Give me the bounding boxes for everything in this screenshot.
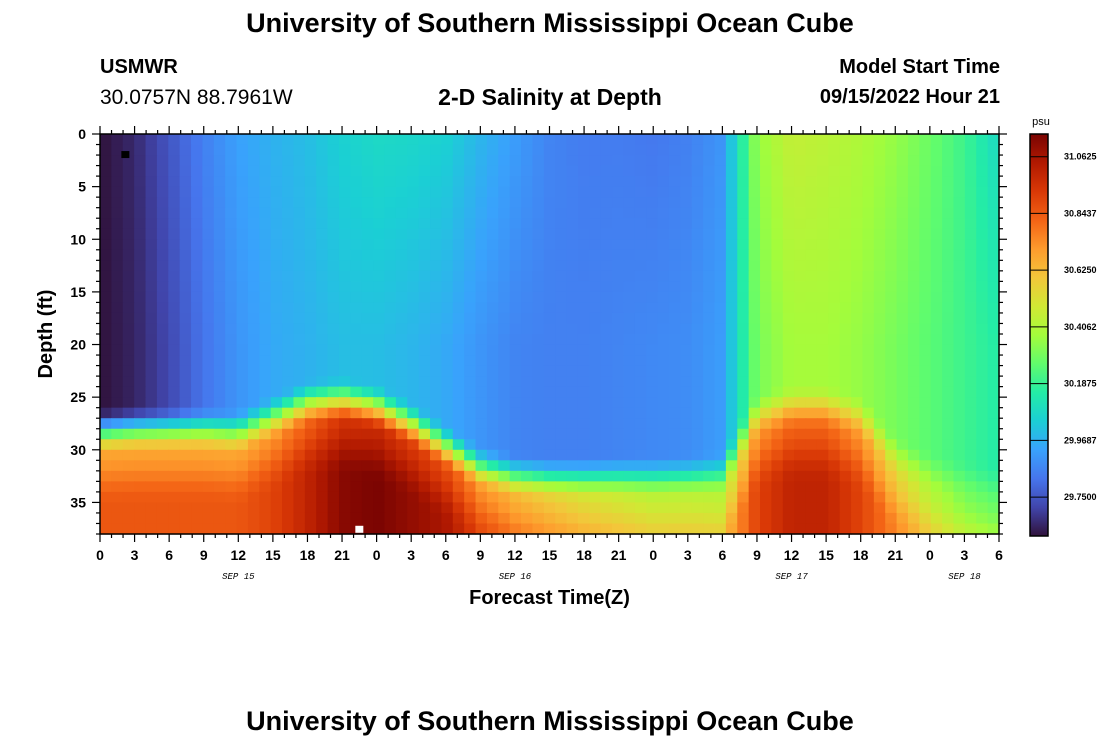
- date-label: SEP 16: [499, 572, 532, 582]
- colorbar-tick-label: 29.7500: [1064, 492, 1097, 502]
- x-tick-label: 15: [818, 547, 834, 563]
- colorbar-unit: psu: [1032, 116, 1050, 128]
- colorbar-tick-label: 29.9687: [1064, 435, 1097, 445]
- x-tick-label: 0: [649, 547, 657, 563]
- x-tick-label: 9: [200, 547, 208, 563]
- x-tick-label: 15: [542, 547, 558, 563]
- y-tick-label: 30: [70, 442, 86, 458]
- x-tick-label: 18: [853, 547, 869, 563]
- colorbar-tick-label: 31.0625: [1064, 152, 1097, 162]
- colorbar-tick-label: 30.4062: [1064, 322, 1097, 332]
- model-start-label: Model Start Time: [839, 56, 1000, 78]
- x-tick-label: 21: [334, 547, 350, 563]
- chart-subtitle: 2-D Salinity at Depth: [438, 84, 662, 110]
- x-tick-label: 12: [231, 547, 247, 563]
- x-axis-title: Forecast Time(Z): [469, 587, 630, 609]
- x-tick-label: 3: [131, 547, 139, 563]
- x-tick-label: 12: [784, 547, 800, 563]
- y-tick-label: 35: [70, 494, 86, 510]
- y-tick-label: 10: [70, 231, 86, 247]
- date-label: SEP 18: [948, 572, 981, 582]
- marker-1: [121, 151, 130, 159]
- x-tick-label: 15: [265, 547, 281, 563]
- date-label: SEP 15: [222, 572, 255, 582]
- y-tick-label: 5: [78, 179, 86, 195]
- station-coordinates: 30.0757N 88.7961W: [100, 86, 293, 109]
- x-tick-label: 3: [407, 547, 415, 563]
- x-tick-label: 21: [887, 547, 903, 563]
- x-tick-label: 3: [684, 547, 692, 563]
- marker-2: [355, 525, 364, 533]
- y-tick-label: 15: [70, 284, 86, 300]
- colorbar-tick-label: 30.8437: [1064, 208, 1097, 218]
- x-tick-label: 0: [926, 547, 934, 563]
- page-title: University of Southern Mississippi Ocean…: [246, 8, 854, 38]
- x-tick-label: 9: [753, 547, 761, 563]
- y-tick-label: 0: [78, 126, 86, 142]
- colorbar: [1029, 133, 1049, 537]
- x-tick-label: 6: [995, 547, 1003, 563]
- y-tick-label: 25: [70, 389, 86, 405]
- x-tick-label: 3: [961, 547, 969, 563]
- x-tick-label: 12: [507, 547, 523, 563]
- x-tick-label: 6: [718, 547, 726, 563]
- x-tick-label: 0: [373, 547, 381, 563]
- x-tick-label: 9: [476, 547, 484, 563]
- x-tick-label: 6: [442, 547, 450, 563]
- y-tick-label: 20: [70, 337, 86, 353]
- station-id: USMWR: [100, 56, 178, 78]
- footer-title: University of Southern Mississippi Ocean…: [246, 706, 854, 736]
- colorbar-tick-label: 30.1875: [1064, 379, 1097, 389]
- x-tick-label: 6: [165, 547, 173, 563]
- x-tick-label: 18: [576, 547, 592, 563]
- x-tick-label: 0: [96, 547, 104, 563]
- colorbar-tick-label: 30.6250: [1064, 265, 1097, 275]
- heatmap-cells: [100, 134, 1000, 535]
- model-start-value: 09/15/2022 Hour 21: [819, 86, 1000, 108]
- y-axis-title: Depth (ft): [35, 290, 57, 379]
- date-label: SEP 17: [775, 572, 808, 582]
- x-tick-label: 18: [300, 547, 316, 563]
- x-tick-label: 21: [611, 547, 627, 563]
